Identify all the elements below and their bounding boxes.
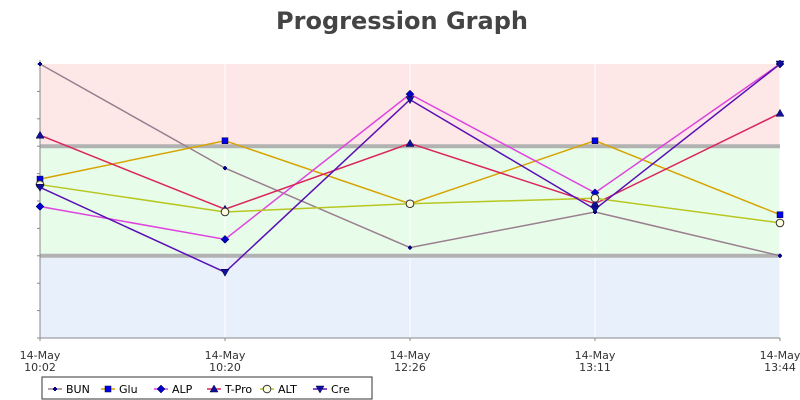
legend-label-alp: ALP [172,383,193,396]
data-point-bun-4 [778,253,782,258]
data-point-alt-1 [220,207,230,217]
data-point-bun-2 [408,245,412,250]
x-tick-label-line: 10:20 [209,361,241,374]
data-point-glu-4 [776,211,784,218]
legend-marker-alt [262,384,272,394]
x-tick-label-line: 10:02 [24,361,56,374]
x-tick-label-0: 14-May 10:02 [20,349,61,374]
x-tick-label-2: 14-May 12:26 [390,349,431,374]
x-tick-label-4: 14-May 13:44 [760,349,800,374]
data-point-alt-2 [405,199,415,209]
series-cre [35,60,785,277]
legend-marker-bun [53,387,57,391]
series-lines [35,59,785,277]
legend-box [41,376,373,400]
legend-marker-cre [315,385,325,394]
data-point-bun-0 [38,62,42,66]
x-tick-label-line: 12:26 [394,361,426,374]
data-point-alt-3 [590,193,600,203]
data-point-alp-1 [220,235,230,244]
data-point-cre-4 [775,60,785,69]
data-point-t-pro-2 [405,138,415,147]
data-point-alt-4 [775,218,785,228]
legend-marker-alp [156,384,166,394]
data-point-cre-2 [405,96,415,105]
data-point-cre-3 [590,205,600,214]
data-point-cre-1 [220,268,230,277]
legend: BUN Glu ALP T-Pro ALT Cre [41,376,373,400]
legend-marker-t-pro [209,384,219,393]
data-point-t-pro-0 [35,130,45,139]
x-tick-label-3: 14-May 13:11 [575,349,616,374]
legend-label-bun: BUN [66,383,90,396]
x-tick-label-line: 14-May [20,349,61,362]
legend-label-glu: Glu [119,383,138,396]
data-point-t-pro-4 [775,108,785,117]
series-alt [35,180,785,228]
legend-label-alt: ALT [278,383,297,396]
chart-title: Progression Graph [276,7,528,35]
data-point-alp-0 [35,202,45,211]
data-point-glu-3 [591,137,599,144]
legend-label-t-pro: T-Pro [224,383,252,396]
x-tick-label-1: 14-May 10:20 [205,349,246,374]
x-tick-label-line: 14-May [205,349,246,362]
data-point-bun-1 [223,166,227,171]
data-point-glu-1 [221,137,229,144]
x-tick-label-line: 13:44 [764,361,796,374]
x-tick-label-line: 14-May [760,349,800,362]
legend-marker-glu [104,385,112,393]
x-tick-label-line: 13:11 [579,361,611,374]
x-tick-label-line: 14-May [390,349,431,362]
data-point-cre-0 [35,184,45,192]
x-tick-label-line: 14-May [575,349,616,362]
legend-label-cre: Cre [331,383,350,396]
